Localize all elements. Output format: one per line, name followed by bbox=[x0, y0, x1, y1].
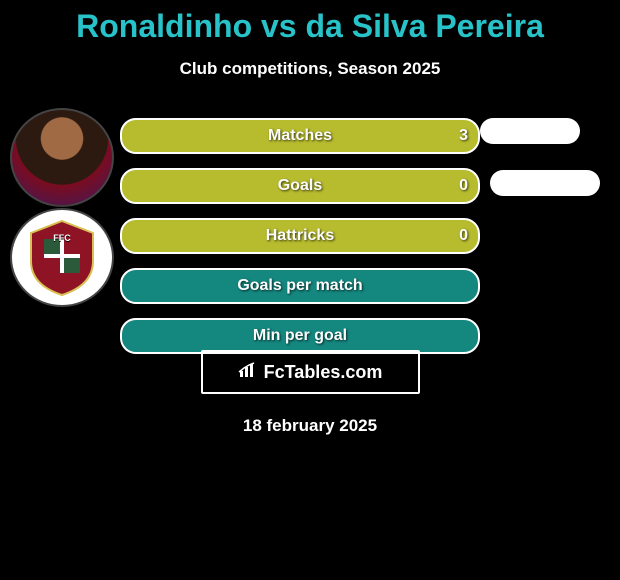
bar-chart-icon bbox=[238, 362, 258, 383]
player-avatar bbox=[10, 108, 114, 207]
stat-value: 0 bbox=[459, 227, 468, 245]
brand-label: FcTables.com bbox=[264, 362, 383, 383]
page-subtitle: Club competitions, Season 2025 bbox=[0, 59, 620, 79]
stat-value: 3 bbox=[459, 127, 468, 145]
club-crest: FFC bbox=[10, 208, 114, 307]
stat-bar-min_per_goal: Min per goal bbox=[120, 318, 480, 354]
date-label: 18 february 2025 bbox=[0, 416, 620, 436]
comparison-pill bbox=[480, 118, 580, 144]
main-content: FFC Matches 3 Goals 0 Hattricks 0 Goals per ma… bbox=[0, 108, 620, 368]
stat-bar-goals_per_match: Goals per match bbox=[120, 268, 480, 304]
stat-label: Matches bbox=[268, 127, 332, 145]
club-badge-text: FFC bbox=[53, 233, 71, 243]
stat-value: 0 bbox=[459, 177, 468, 195]
page-title: Ronaldinho vs da Silva Pereira bbox=[0, 0, 620, 45]
stat-label: Goals bbox=[278, 177, 322, 195]
stat-bar-goals: Goals 0 bbox=[120, 168, 480, 204]
stat-bar-matches: Matches 3 bbox=[120, 118, 480, 154]
fctables-link[interactable]: FcTables.com bbox=[201, 350, 420, 394]
stat-label: Goals per match bbox=[237, 277, 362, 295]
shield-icon bbox=[27, 219, 97, 297]
comparison-pill bbox=[490, 170, 600, 196]
stat-label: Hattricks bbox=[266, 227, 334, 245]
right-pill-column bbox=[480, 108, 620, 368]
stats-column: Matches 3 Goals 0 Hattricks 0 Goals per match M… bbox=[120, 108, 480, 368]
footer: FcTables.com 18 february 2025 bbox=[0, 350, 620, 436]
comparison-card: Ronaldinho vs da Silva Pereira Club comp… bbox=[0, 0, 620, 580]
stat-label: Min per goal bbox=[253, 327, 347, 345]
stat-bar-hattricks: Hattricks 0 bbox=[120, 218, 480, 254]
left-player-column: FFC bbox=[0, 108, 120, 368]
